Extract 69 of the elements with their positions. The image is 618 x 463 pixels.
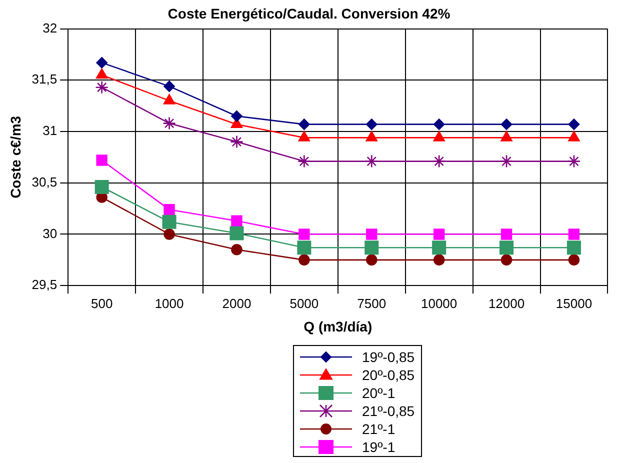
point	[96, 68, 108, 79]
point	[433, 254, 445, 266]
point	[500, 154, 514, 168]
point	[162, 116, 176, 130]
point	[231, 110, 242, 122]
point	[433, 131, 445, 142]
point	[96, 57, 108, 68]
point	[298, 131, 310, 142]
chart-title: Coste Energético/Caudal. Conversion 42%	[168, 5, 451, 22]
x-tick-label: 5000	[290, 296, 319, 311]
point	[500, 228, 512, 240]
point	[231, 215, 242, 226]
x-tick-label: 500	[90, 296, 113, 311]
legend-label: 19º-1	[362, 438, 396, 456]
x-axis-title: Q (m3/día)	[304, 318, 372, 334]
point	[433, 228, 445, 240]
y-axis-title: Coste c€/m3	[7, 116, 24, 198]
legend-label: 20º-1	[362, 384, 396, 402]
legend-label: 21º-1	[362, 420, 396, 438]
point	[433, 118, 445, 130]
point	[298, 228, 310, 240]
point	[94, 180, 109, 194]
point	[500, 240, 514, 255]
y-tick-label: 31,5	[32, 72, 58, 87]
point	[298, 118, 310, 130]
point	[568, 118, 580, 130]
x-tick-label: 7500	[357, 296, 386, 311]
point	[500, 131, 512, 142]
point	[366, 254, 378, 266]
point	[366, 118, 378, 130]
y-tick-label: 30,5	[32, 174, 58, 190]
point	[568, 131, 580, 142]
point	[366, 228, 378, 240]
point	[162, 214, 176, 229]
point	[164, 204, 175, 216]
point	[432, 240, 446, 255]
x-tick-label: 12000	[488, 296, 525, 311]
point	[500, 254, 512, 266]
x-tick-label: 1000	[154, 296, 184, 311]
point	[96, 154, 108, 166]
x-tick-label: 15000	[556, 296, 592, 311]
point	[231, 244, 242, 256]
y-tick-label: 30	[42, 226, 58, 241]
legend-label: 19º-0,85	[362, 348, 415, 366]
point	[500, 118, 512, 130]
point	[364, 154, 378, 168]
point	[566, 240, 581, 255]
point	[297, 240, 312, 255]
x-tick-label: 2000	[222, 296, 252, 311]
y-tick-label: 32	[42, 20, 58, 36]
point	[366, 131, 378, 142]
point	[432, 154, 446, 168]
point	[364, 240, 379, 255]
point	[230, 226, 244, 240]
point	[298, 254, 310, 266]
point	[568, 228, 580, 240]
y-tick-label: 31	[42, 123, 58, 138]
point	[95, 80, 108, 94]
point	[164, 80, 175, 92]
y-tick-label: 29,5	[32, 277, 58, 292]
point	[567, 154, 581, 168]
point	[568, 254, 580, 266]
legend-label: 20º-0,85	[362, 366, 415, 384]
point	[164, 228, 175, 240]
point	[163, 94, 176, 104]
point	[298, 154, 311, 168]
x-tick-label: 10000	[420, 296, 458, 311]
point	[230, 135, 244, 148]
legend-label: 21º-0,85	[362, 402, 415, 420]
